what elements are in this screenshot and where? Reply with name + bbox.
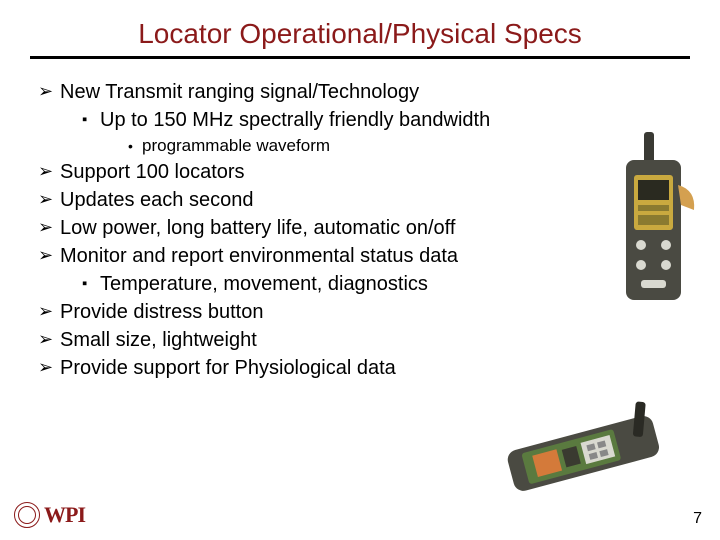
title-underline bbox=[30, 56, 690, 59]
bullet-item: ➢ New Transmit ranging signal/Technology bbox=[38, 79, 690, 106]
bullet-item: ➢ Monitor and report environmental statu… bbox=[38, 243, 690, 270]
square-bullet-icon: ▪ bbox=[82, 107, 100, 130]
bullet-text: New Transmit ranging signal/Technology bbox=[60, 79, 419, 106]
square-bullet-icon: ▪ bbox=[82, 271, 100, 294]
device-front-image bbox=[606, 130, 706, 310]
bullet-item: ➢ Provide support for Physiological data bbox=[38, 355, 690, 382]
bullet-item: ➢ Small size, lightweight bbox=[38, 327, 690, 354]
arrow-bullet-icon: ➢ bbox=[38, 215, 60, 239]
bullet-text: Updates each second bbox=[60, 187, 253, 214]
wpi-logo-text: WPI bbox=[44, 502, 85, 528]
content-area: ➢ New Transmit ranging signal/Technology… bbox=[30, 79, 690, 382]
bullet-text: Monitor and report environmental status … bbox=[60, 243, 458, 270]
slide-title: Locator Operational/Physical Specs bbox=[30, 18, 690, 50]
bullet-text: Provide distress button bbox=[60, 299, 263, 326]
bullet-text: Provide support for Physiological data bbox=[60, 355, 396, 382]
arrow-bullet-icon: ➢ bbox=[38, 79, 60, 103]
dot-bullet-icon: • bbox=[128, 135, 142, 156]
bullet-text: programmable waveform bbox=[142, 135, 330, 158]
bullet-item: ➢ Low power, long battery life, automati… bbox=[38, 215, 690, 242]
arrow-bullet-icon: ➢ bbox=[38, 355, 60, 379]
wpi-logo: WPI bbox=[14, 502, 85, 528]
bullet-text: Small size, lightweight bbox=[60, 327, 257, 354]
page-number: 7 bbox=[693, 510, 702, 528]
bullet-item: ➢ Support 100 locators bbox=[38, 159, 690, 186]
bullet-text: Up to 150 MHz spectrally friendly bandwi… bbox=[100, 107, 490, 134]
bullet-sub-item: ▪ Up to 150 MHz spectrally friendly band… bbox=[82, 107, 690, 134]
arrow-bullet-icon: ➢ bbox=[38, 299, 60, 323]
bullet-item: ➢ Provide distress button bbox=[38, 299, 690, 326]
device-internal-image bbox=[492, 400, 692, 495]
arrow-bullet-icon: ➢ bbox=[38, 243, 60, 267]
arrow-bullet-icon: ➢ bbox=[38, 187, 60, 211]
wpi-seal-icon bbox=[14, 502, 40, 528]
arrow-bullet-icon: ➢ bbox=[38, 159, 60, 183]
bullet-item: ➢ Updates each second bbox=[38, 187, 690, 214]
bullet-text: Support 100 locators bbox=[60, 159, 245, 186]
bullet-text: Temperature, movement, diagnostics bbox=[100, 271, 428, 298]
slide: Locator Operational/Physical Specs ➢ New… bbox=[0, 0, 720, 540]
arrow-bullet-icon: ➢ bbox=[38, 327, 60, 351]
bullet-sub-item: ▪ Temperature, movement, diagnostics bbox=[82, 271, 690, 298]
bullet-text: Low power, long battery life, automatic … bbox=[60, 215, 455, 242]
